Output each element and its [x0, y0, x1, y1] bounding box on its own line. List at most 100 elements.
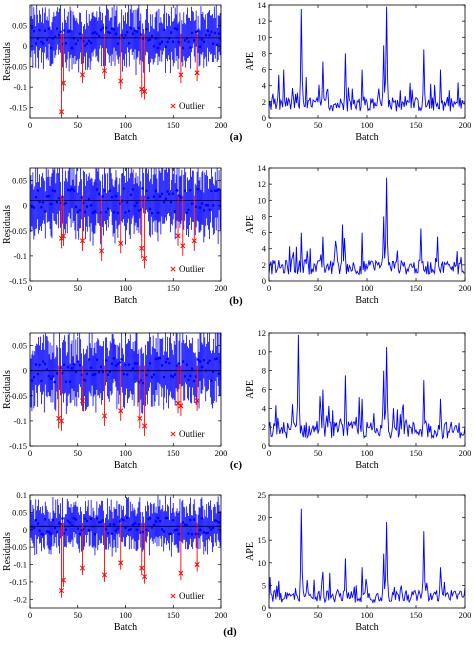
y-tick-label: -0.15: [9, 276, 27, 286]
x-tick-label: 200: [459, 283, 472, 293]
plot-area: [269, 508, 465, 604]
y-tick-label: 8: [262, 48, 266, 58]
ape-panel-1: 0 50 100 150 200 0 2 4 6 8 10 12 14 Batch APE: [245, 0, 471, 143]
outlier-marker: [58, 588, 65, 594]
outlier-marker: [79, 238, 86, 244]
residuals-panel-1: Outlier 0 50 100 150 200 -0.15 -0.1 -0.05 0 0.05 Ba…: [2, 4, 228, 143]
y-tick-label: 15: [258, 535, 267, 545]
y-tick-label: -0.2: [14, 594, 27, 604]
x-tick-label: 50: [74, 448, 83, 458]
x-tick-label: 0: [267, 448, 271, 458]
y-tick-label: 12: [258, 179, 267, 189]
y-tick-label: 10: [258, 195, 267, 205]
x-axis-label: Batch: [114, 132, 137, 143]
y-tick-label: 0.05: [12, 507, 27, 517]
y-tick-label: 4: [262, 403, 267, 413]
y-tick-label: 0: [262, 603, 266, 613]
outlier-marker: [99, 248, 105, 254]
outlier-marker: [180, 243, 186, 249]
outlier-marker: [101, 413, 108, 419]
outlier-marker: [139, 565, 145, 571]
outlier-marker: [79, 398, 86, 404]
y-tick-label: 0: [23, 41, 27, 51]
outlier-marker: [79, 565, 86, 571]
outlier-marker: [118, 408, 124, 414]
outlier-marker: [118, 78, 124, 84]
outlier-marker: [137, 415, 143, 421]
y-tick-label: 12: [258, 16, 267, 26]
y-tick-label: 0: [262, 441, 266, 451]
outlier-marker: [101, 68, 108, 74]
y-tick-label: 0: [23, 201, 27, 211]
y-tick-label: -0.1: [14, 416, 27, 426]
x-tick-label: 0: [267, 120, 271, 130]
y-tick-label: 20: [258, 513, 267, 523]
outlier-marker: [58, 109, 65, 115]
ape-line: [269, 334, 465, 440]
outlier-marker: [142, 255, 148, 261]
outlier-marker: [194, 398, 200, 404]
residual-point: [194, 30, 198, 34]
y-tick-label: 4: [262, 81, 267, 91]
plot-area: [269, 334, 465, 440]
outlier-marker: [175, 233, 181, 239]
y-tick-label: 6: [262, 385, 266, 395]
y-tick-label: 4: [262, 244, 267, 254]
x-tick-label: 200: [215, 448, 228, 458]
x-tick-label: 200: [459, 120, 472, 130]
x-tick-label: 100: [119, 283, 132, 293]
residual-point: [118, 520, 122, 523]
x-tick-label: 200: [459, 610, 472, 620]
y-axis-label: Residuals: [2, 205, 13, 244]
residual-point: [133, 29, 137, 32]
legend-outlier-marker: [170, 431, 176, 437]
outlier-marker: [60, 80, 66, 86]
ape-line: [269, 6, 465, 112]
y-tick-label: 0.1: [16, 490, 27, 500]
ape-panel-3: 0 50 100 150 200 0 2 4 6 8 10 12 Batch APE: [245, 328, 471, 471]
y-tick-label: 0: [262, 113, 266, 123]
x-axis-label: Batch: [114, 622, 137, 633]
residuals-panel-3: Outlier 0 50 100 150 200 -0.15 -0.1 -0.05 0 0.05 Ba…: [2, 332, 228, 471]
outlier-marker: [194, 70, 200, 76]
outlier-marker: [101, 572, 108, 578]
outlier-marker: [142, 423, 148, 429]
y-tick-label: 6: [262, 65, 266, 75]
y-tick-label: 8: [262, 366, 266, 376]
x-tick-label: 150: [410, 120, 423, 130]
plot-area: [30, 168, 221, 269]
x-tick-label: 0: [267, 283, 271, 293]
y-tick-label: 10: [258, 347, 267, 357]
y-tick-label: 12: [258, 328, 267, 338]
residual-point: [61, 517, 64, 520]
residuals-panel-4: Outlier 0 50 100 150 200 -0.2 -0.15 -0.1 -0.05 0 0.…: [2, 490, 227, 633]
outlier-marker: [194, 561, 200, 568]
panel-label: (a): [230, 131, 243, 143]
y-tick-label: 14: [258, 163, 267, 173]
y-tick-label: 10: [258, 558, 267, 568]
y-tick-label: 14: [258, 0, 267, 10]
residual-point: [175, 189, 179, 192]
y-tick-label: -0.05: [9, 226, 27, 236]
y-axis-label: APE: [245, 380, 256, 399]
y-tick-label: -0.15: [9, 103, 27, 113]
y-tick-label: 10: [258, 32, 267, 42]
x-axis-label: Batch: [355, 295, 378, 306]
x-axis-label: Batch: [114, 460, 137, 471]
outlier-marker: [191, 238, 197, 244]
y-tick-label: -0.1: [14, 251, 27, 261]
y-tick-label: -0.15: [9, 577, 27, 587]
legend-outlier-label: Outlier: [179, 591, 205, 601]
residuals-panel-2: Outlier 0 50 100 150 200 -0.15 -0.1 -0.05 0 0.05 Ba…: [2, 167, 227, 306]
y-axis-label: APE: [245, 52, 256, 71]
y-tick-label: -0.05: [9, 62, 27, 72]
y-tick-label: 25: [258, 490, 267, 500]
x-tick-label: 200: [215, 120, 228, 130]
y-tick-label: 2: [262, 260, 266, 270]
y-tick-label: -0.05: [9, 391, 27, 401]
x-tick-label: 150: [167, 120, 180, 130]
ape-line: [269, 177, 465, 276]
x-axis-label: Batch: [355, 460, 378, 471]
x-tick-label: 50: [314, 610, 323, 620]
